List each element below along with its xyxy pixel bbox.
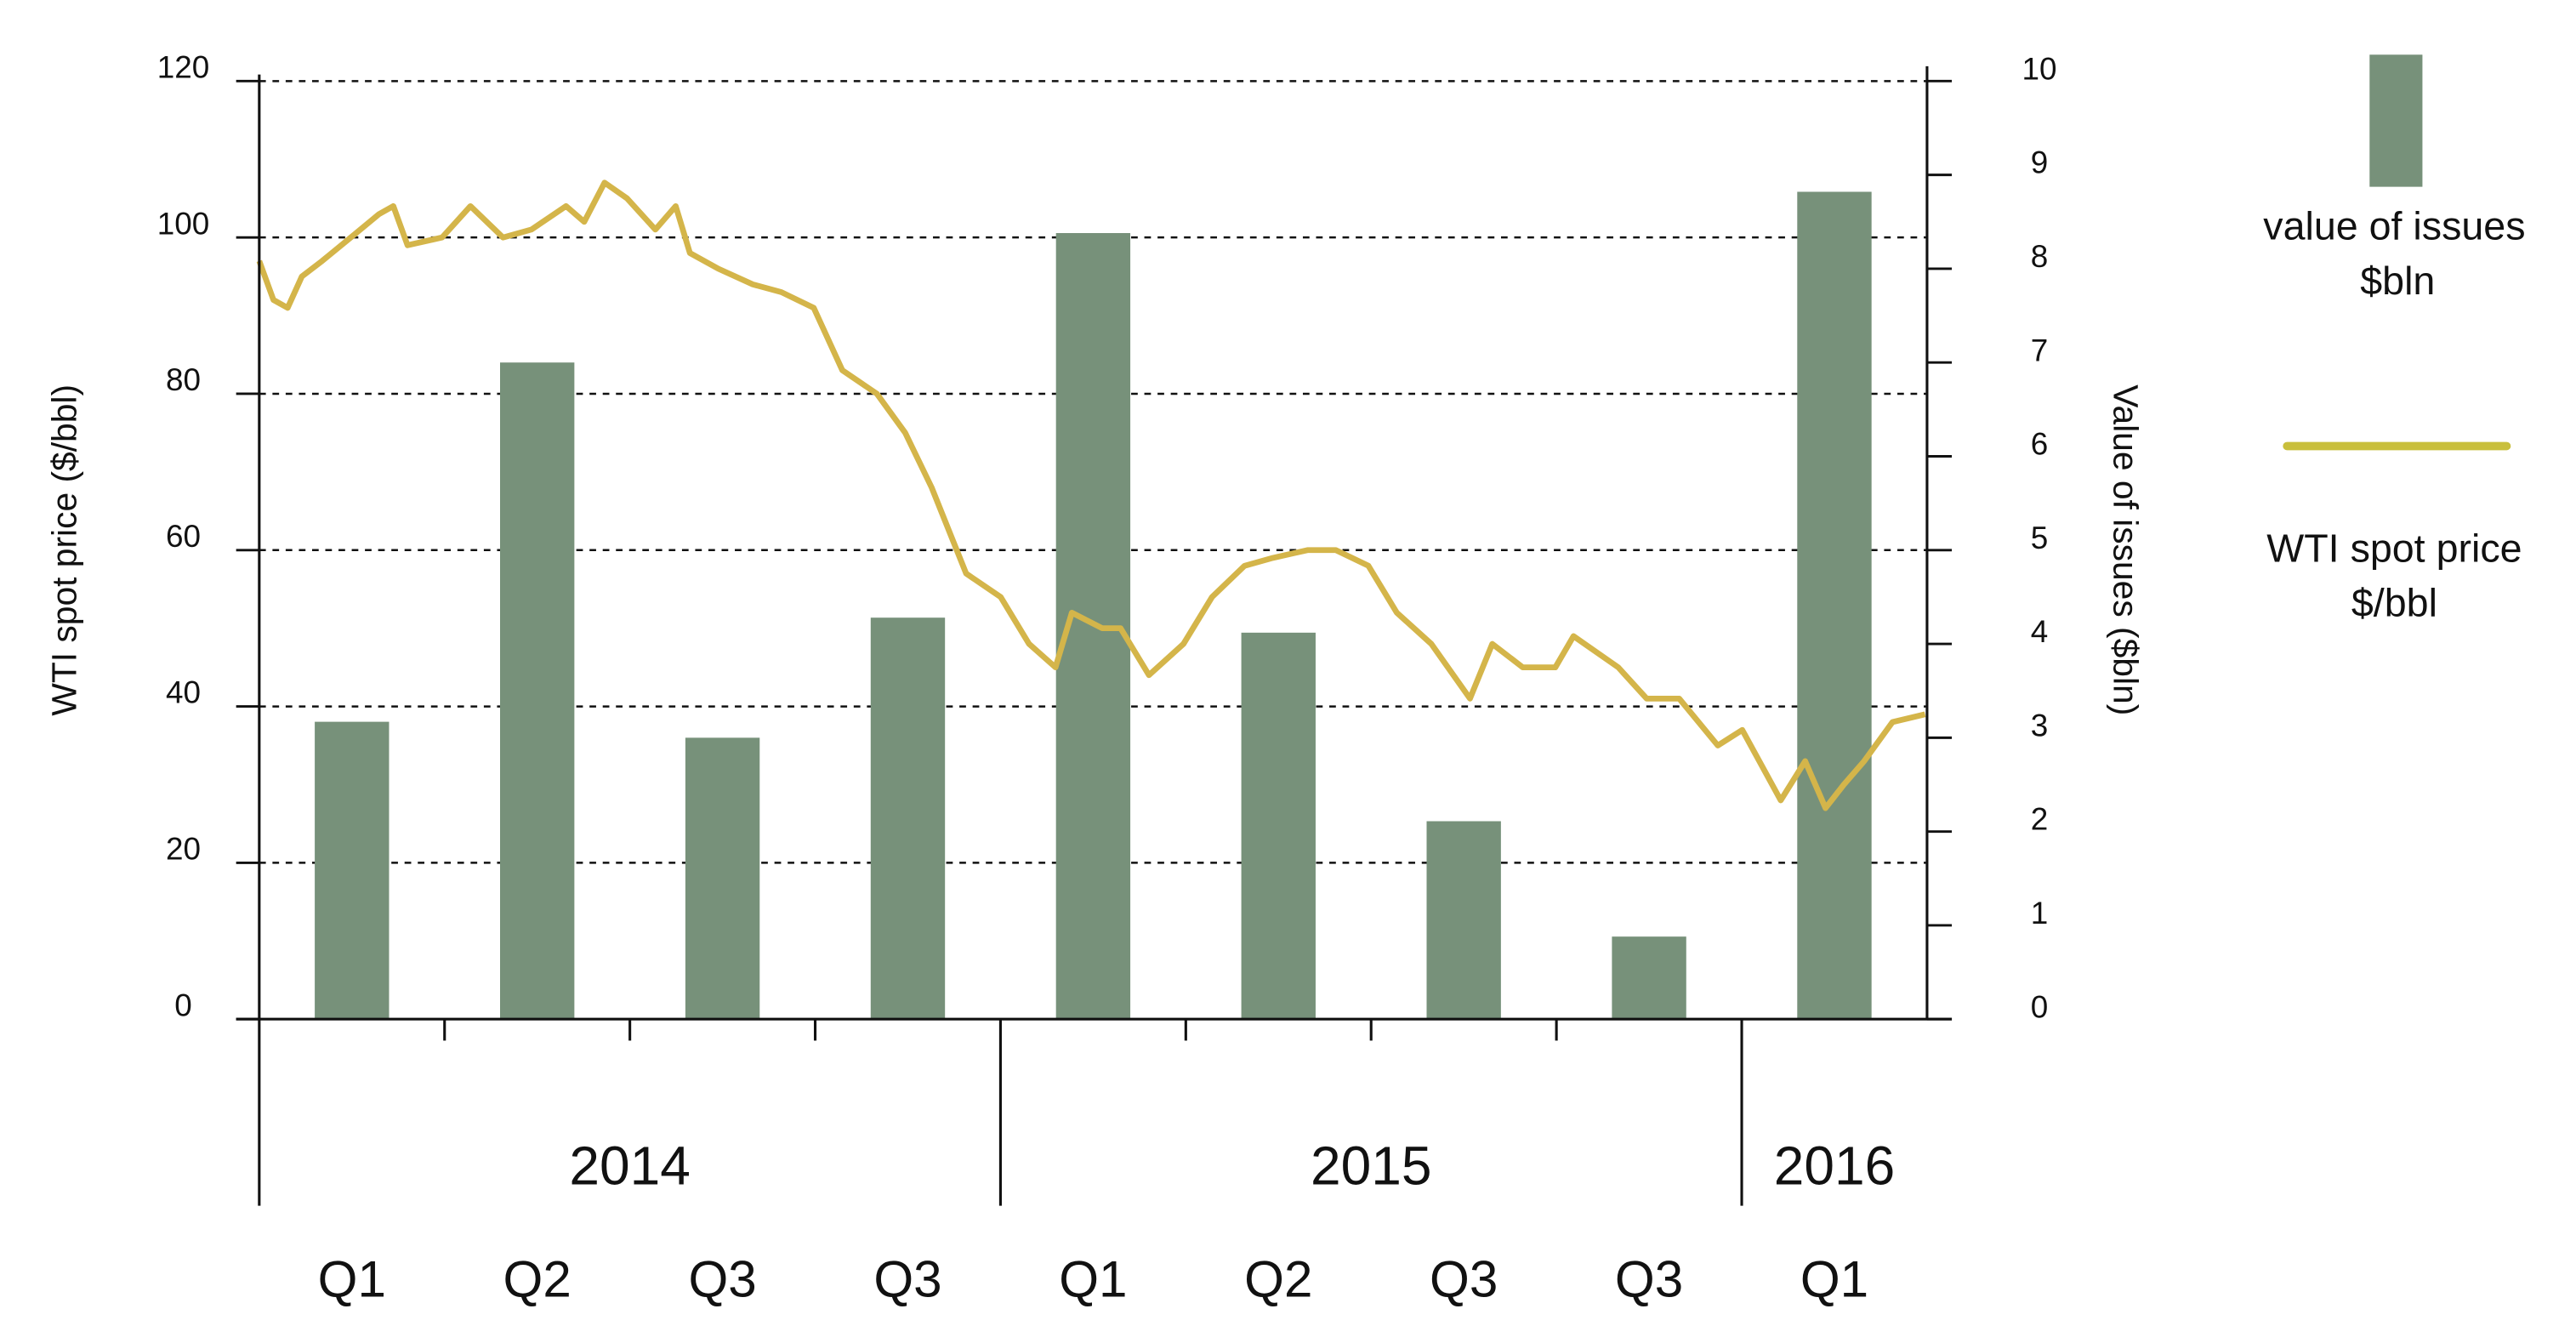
quarter-label: Q1 — [1059, 1250, 1127, 1307]
right-tick-label: 10 — [2022, 51, 2056, 86]
left-tick-label: 80 — [166, 362, 201, 397]
right-axis-label: Value of issues ($bln) — [2106, 384, 2145, 715]
line-points — [259, 182, 1925, 809]
bar-7 — [1426, 821, 1501, 1020]
right-tick-label: 6 — [2031, 427, 2049, 462]
left-tick-label: 120 — [157, 49, 210, 84]
bar-1 — [315, 721, 390, 1020]
bar-3 — [685, 737, 760, 1020]
bar-8 — [1612, 936, 1686, 1020]
right-tick-label: 1 — [2031, 896, 2049, 930]
legend-line-label-1: WTI spot price — [2266, 526, 2522, 570]
right-tick-label: 9 — [2031, 145, 2049, 180]
right-tick-label: 0 — [2031, 989, 2049, 1024]
bar-4 — [870, 617, 946, 1020]
bar-9 — [1797, 191, 1872, 1020]
quarter-label: Q1 — [1800, 1250, 1868, 1307]
tick-labels: 0 20 40 60 80 100 120 0 1 2 3 4 5 6 7 8 9 10 2014 2015 2016 Q… — [157, 49, 2057, 1307]
quarter-label: Q1 — [318, 1250, 386, 1307]
left-axis-label: WTI spot price ($/bbl) — [44, 384, 83, 716]
bar-6 — [1241, 632, 1316, 1020]
axes — [236, 65, 1953, 1206]
year-label: 2016 — [1774, 1135, 1896, 1196]
quarter-label: Q3 — [873, 1250, 941, 1307]
legend-line-label-2: $/bbl — [2351, 580, 2437, 624]
bar-2 — [500, 362, 575, 1020]
left-tick-label: 20 — [166, 832, 201, 867]
right-tick-label: 3 — [2031, 708, 2049, 743]
quarter-label: Q3 — [1615, 1250, 1683, 1307]
year-label: 2014 — [569, 1135, 691, 1196]
quarter-label: Q2 — [1244, 1250, 1312, 1307]
left-tick-label: 0 — [174, 987, 192, 1022]
wti-price-line — [256, 179, 1926, 811]
legend-bar-label-2: $bln — [2360, 259, 2435, 303]
right-tick-label: 4 — [2031, 614, 2049, 649]
right-tick-label: 2 — [2031, 802, 2049, 837]
quarter-label: Q2 — [503, 1250, 571, 1307]
legend-bar-label-1: value of issues — [2263, 204, 2525, 248]
legend: value of issues $bln WTI spot price $/bb… — [2263, 54, 2526, 624]
quarter-label: Q3 — [1430, 1250, 1498, 1307]
quarter-label: Q3 — [688, 1250, 756, 1307]
left-tick-label: 40 — [166, 675, 201, 710]
left-tick-label: 60 — [166, 519, 201, 554]
left-tick-label: 100 — [157, 206, 210, 241]
right-tick-label: 5 — [2031, 521, 2049, 555]
right-tick-label: 7 — [2031, 333, 2049, 367]
right-tick-label: 8 — [2031, 239, 2049, 274]
bars — [315, 191, 1872, 1020]
year-label: 2015 — [1311, 1135, 1432, 1196]
legend-bar-swatch — [2369, 54, 2423, 187]
